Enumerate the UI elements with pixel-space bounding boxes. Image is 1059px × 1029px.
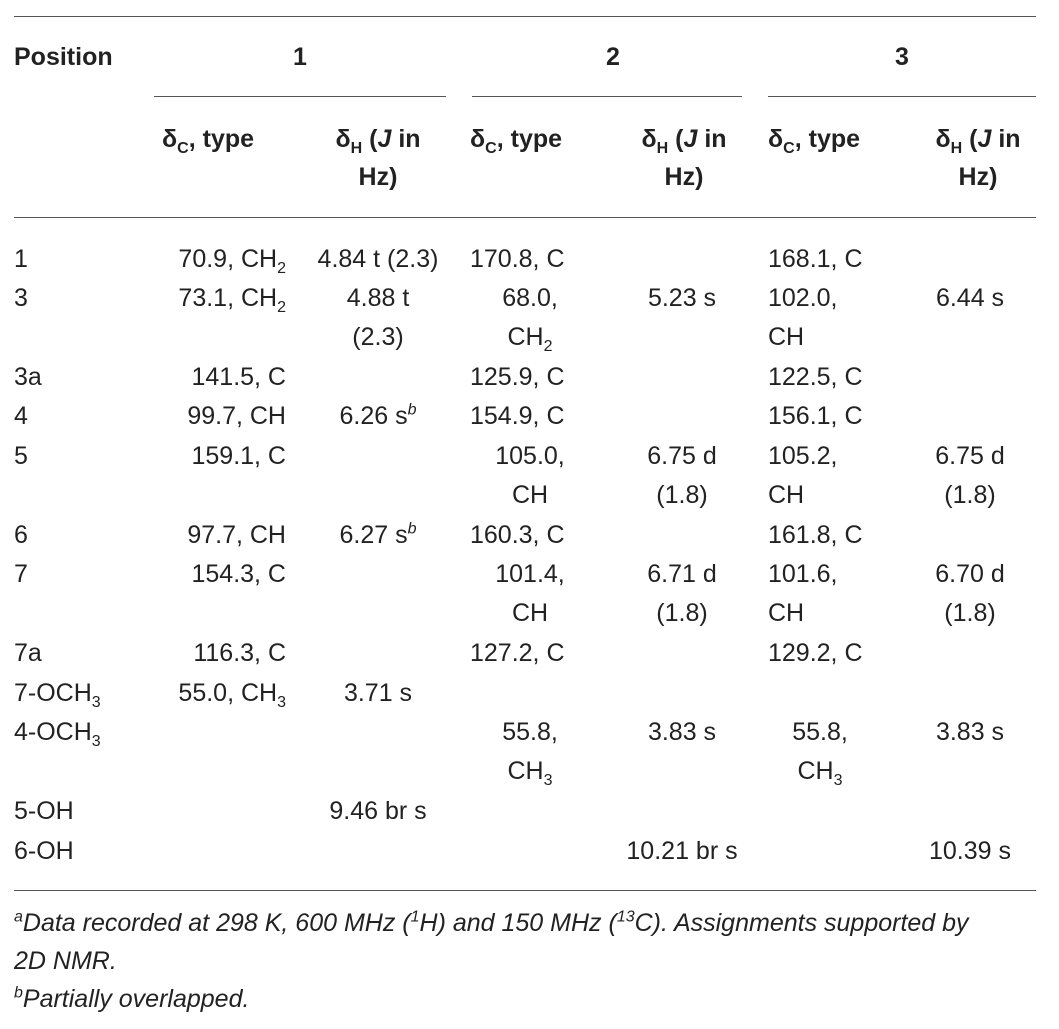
header-compound-3: 3 <box>895 43 909 71</box>
cell-dc-3: 102.0, <box>768 284 838 312</box>
row-position: 3 <box>14 284 28 312</box>
cell-dc-3: 122.5, C <box>768 363 863 391</box>
cell-dh-2-cont: (1.8) <box>656 599 708 627</box>
row-position: 5-OH <box>14 797 74 825</box>
cell-dh-1: 4.88 t <box>346 284 410 312</box>
header-bottom-rule <box>14 217 1036 218</box>
cell-dc-3-cont: CH3 <box>797 757 843 789</box>
row-position: 7a <box>14 639 42 667</box>
footnote-a: aData recorded at 298 K, 600 MHz (1H) an… <box>14 908 969 975</box>
cell-dc-3: 156.1, C <box>768 402 863 430</box>
cell-dc-2: 55.8, <box>502 718 558 746</box>
subheader-dh-2: δH (J in Hz) <box>641 125 727 191</box>
cell-dc-2: 68.0, <box>502 284 558 312</box>
subheader-dc-2: δC, type <box>470 125 563 157</box>
group-rule-1 <box>154 96 446 97</box>
cell-dh-1: 6.27 sb <box>339 520 417 549</box>
cell-dc-2: 154.9, C <box>470 402 565 430</box>
cell-dh-1: 6.26 sb <box>339 401 417 430</box>
cell-dc-1: 116.3, C <box>193 639 286 667</box>
row-position: 4 <box>14 402 28 430</box>
cell-dc-2: 170.8, C <box>470 245 565 273</box>
row-position: 5 <box>14 442 28 470</box>
cell-dh-1: 3.71 s <box>343 679 413 707</box>
cell-dc-2-cont: CH2 <box>507 323 553 355</box>
cell-dc-1: 99.7, CH <box>187 402 286 430</box>
header-compound-2: 2 <box>606 43 620 71</box>
table-top-rule <box>14 16 1036 17</box>
cell-dc-3-cont: CH <box>768 323 805 351</box>
cell-dc-3-cont: CH <box>768 481 805 509</box>
header-position: Position <box>14 43 113 71</box>
cell-dc-1: 97.7, CH <box>187 521 286 549</box>
row-position: 3a <box>14 363 42 391</box>
cell-dc-2: 105.0, <box>495 442 565 470</box>
cell-dc-2: 125.9, C <box>470 363 565 391</box>
cell-dh-1: 9.46 br s <box>329 797 427 825</box>
cell-dc-1: 55.0, CH3 <box>178 679 286 711</box>
cell-dh-2: 6.75 d <box>647 442 717 470</box>
cell-dc-3-cont: CH <box>768 599 805 627</box>
cell-dc-1: 159.1, C <box>191 442 286 470</box>
cell-dh-3: 10.39 s <box>928 837 1011 865</box>
row-position: 7-OCH3 <box>14 679 101 711</box>
cell-dc-3: 101.6, <box>768 560 838 588</box>
cell-dh-3: 6.75 d <box>935 442 1005 470</box>
cell-dc-3: 105.2, <box>768 442 838 470</box>
cell-dc-3: 168.1, C <box>768 245 863 273</box>
cell-dc-3: 55.8, <box>792 718 848 746</box>
cell-dh-3: 6.44 s <box>935 284 1005 312</box>
row-position: 1 <box>14 245 28 273</box>
subheader-dc-3: δC, type <box>768 125 861 157</box>
table-bottom-rule <box>14 890 1036 891</box>
cell-dh-3: 3.83 s <box>935 718 1005 746</box>
cell-dc-2: 101.4, <box>495 560 565 588</box>
group-rule-3 <box>768 96 1036 97</box>
cell-dc-1: 70.9, CH2 <box>178 245 286 277</box>
cell-dc-1: 154.3, C <box>191 560 286 588</box>
row-position: 6 <box>14 521 28 549</box>
cell-dh-3-cont: (1.8) <box>944 481 996 509</box>
subheader-dc-1: δC, type <box>162 125 255 157</box>
cell-dc-1: 141.5, C <box>191 363 286 391</box>
subheader-dh-3: δH (J in Hz) <box>935 125 1021 191</box>
cell-dh-3: 6.70 d <box>935 560 1005 588</box>
cell-dc-3: 129.2, C <box>768 639 863 667</box>
cell-dh-1-cont: (2.3) <box>352 323 404 351</box>
row-position: 4-OCH3 <box>14 718 101 750</box>
cell-dh-2: 6.71 d <box>647 560 717 588</box>
cell-dh-2: 10.21 br s <box>626 837 738 865</box>
cell-dc-2-cont: CH3 <box>507 757 553 789</box>
subheader-dh-1: δH (J in Hz) <box>335 125 421 191</box>
row-position: 6-OH <box>14 837 74 865</box>
cell-dh-1: 4.84 t (2.3) <box>317 245 439 273</box>
header-compound-1: 1 <box>293 43 307 71</box>
row-position: 7 <box>14 560 28 588</box>
cell-dc-2: 160.3, C <box>470 521 565 549</box>
group-rule-2 <box>472 96 742 97</box>
cell-dh-2-cont: (1.8) <box>656 481 708 509</box>
cell-dh-2: 5.23 s <box>647 284 717 312</box>
cell-dc-2: 127.2, C <box>470 639 565 667</box>
cell-dc-2-cont: CH <box>511 481 549 509</box>
cell-dc-2-cont: CH <box>511 599 549 627</box>
cell-dh-3-cont: (1.8) <box>944 599 996 627</box>
cell-dc-1: 73.1, CH2 <box>178 284 286 316</box>
footnote-b: bPartially overlapped. <box>14 984 250 1013</box>
cell-dc-3: 161.8, C <box>768 521 863 549</box>
cell-dh-2: 3.83 s <box>647 718 717 746</box>
